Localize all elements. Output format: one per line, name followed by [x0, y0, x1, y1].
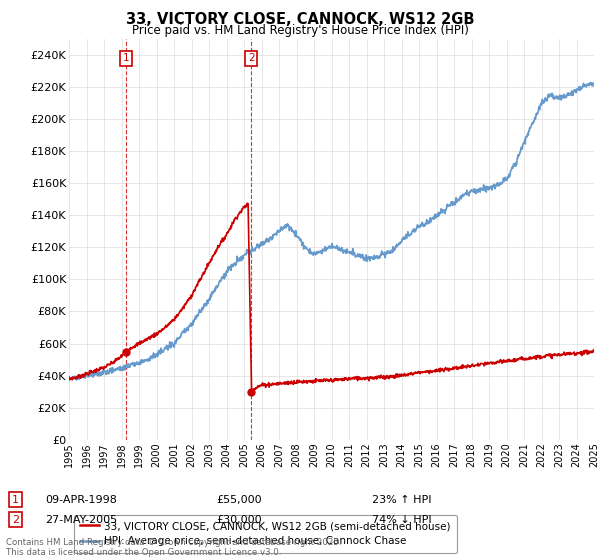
Text: 74% ↓ HPI: 74% ↓ HPI: [372, 515, 431, 525]
Text: 1: 1: [12, 494, 19, 505]
Text: 33, VICTORY CLOSE, CANNOCK, WS12 2GB: 33, VICTORY CLOSE, CANNOCK, WS12 2GB: [126, 12, 474, 27]
Text: Contains HM Land Registry data © Crown copyright and database right 2025.
This d: Contains HM Land Registry data © Crown c…: [6, 538, 341, 557]
Text: £30,000: £30,000: [216, 515, 262, 525]
Legend: 33, VICTORY CLOSE, CANNOCK, WS12 2GB (semi-detached house), HPI: Average price, : 33, VICTORY CLOSE, CANNOCK, WS12 2GB (se…: [74, 515, 457, 553]
Text: 23% ↑ HPI: 23% ↑ HPI: [372, 494, 431, 505]
Text: £55,000: £55,000: [216, 494, 262, 505]
Text: 09-APR-1998: 09-APR-1998: [45, 494, 117, 505]
Text: 27-MAY-2005: 27-MAY-2005: [45, 515, 117, 525]
Text: 1: 1: [123, 53, 130, 63]
Text: 2: 2: [12, 515, 19, 525]
Text: 2: 2: [248, 53, 254, 63]
Text: Price paid vs. HM Land Registry's House Price Index (HPI): Price paid vs. HM Land Registry's House …: [131, 24, 469, 36]
